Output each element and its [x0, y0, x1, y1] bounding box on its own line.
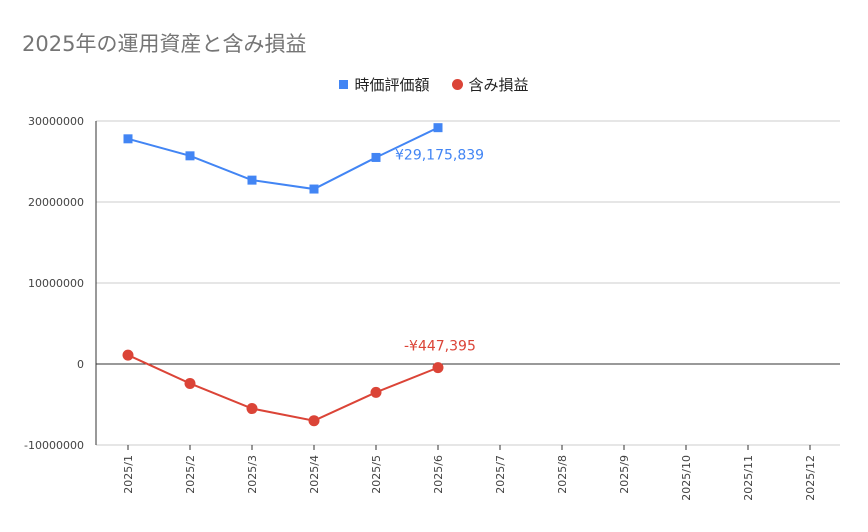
series-1-point-0	[122, 349, 134, 361]
x-tick-label-3: 2025/4	[308, 455, 321, 494]
x-tick-label-2: 2025/3	[246, 455, 259, 494]
legend-item-series-0: 時価評価額	[339, 74, 430, 95]
x-tick-label-5: 2025/6	[432, 455, 445, 494]
x-tick-label-0: 2025/1	[122, 455, 135, 494]
series-0-point-3	[309, 184, 319, 194]
series-0-point-5	[433, 123, 443, 133]
x-tick-label-11: 2025/12	[804, 455, 817, 501]
series-line-0	[127, 126, 439, 191]
legend-label-series-1: 含み損益	[468, 76, 529, 94]
series-0-data-label: ¥29,175,839	[395, 148, 484, 164]
chart-title: 2025年の運用資産と含み損益	[22, 32, 307, 56]
series-1-point-4	[370, 386, 382, 398]
series-1-point-2	[246, 403, 258, 415]
y-tick-label-3: 0	[77, 358, 84, 371]
x-tick-label-9: 2025/10	[680, 455, 693, 501]
legend-label-series-0: 時価評価額	[354, 76, 430, 94]
series-1-data-label: -¥447,395	[404, 339, 476, 355]
x-tick-label-8: 2025/9	[618, 455, 631, 494]
series-line-1	[127, 354, 439, 422]
series-1-point-3	[308, 415, 320, 427]
series-0-point-4	[371, 152, 381, 162]
series-1-point-1	[184, 377, 196, 389]
x-tick-label-1: 2025/2	[184, 455, 197, 494]
x-tick-label-4: 2025/5	[370, 455, 383, 494]
y-tick-label-0: 30000000	[28, 115, 84, 128]
y-tick-label-4: -10000000	[24, 439, 84, 452]
legend-swatch-series-1	[451, 79, 463, 90]
x-tick-label-7: 2025/8	[556, 455, 569, 494]
series-1-point-5	[432, 362, 444, 374]
legend: 時価評価額 含み損益	[0, 74, 868, 95]
legend-swatch-series-0	[339, 80, 349, 89]
series-0-point-0	[123, 134, 133, 144]
series-0-point-1	[185, 151, 195, 161]
y-tick-label-1: 20000000	[28, 196, 84, 209]
x-tick-label-10: 2025/11	[742, 455, 755, 501]
x-tick-label-6: 2025/7	[494, 455, 507, 494]
legend-item-series-1: 含み損益	[451, 74, 529, 95]
series-0-point-2	[247, 175, 257, 185]
y-tick-label-2: 10000000	[28, 277, 84, 290]
